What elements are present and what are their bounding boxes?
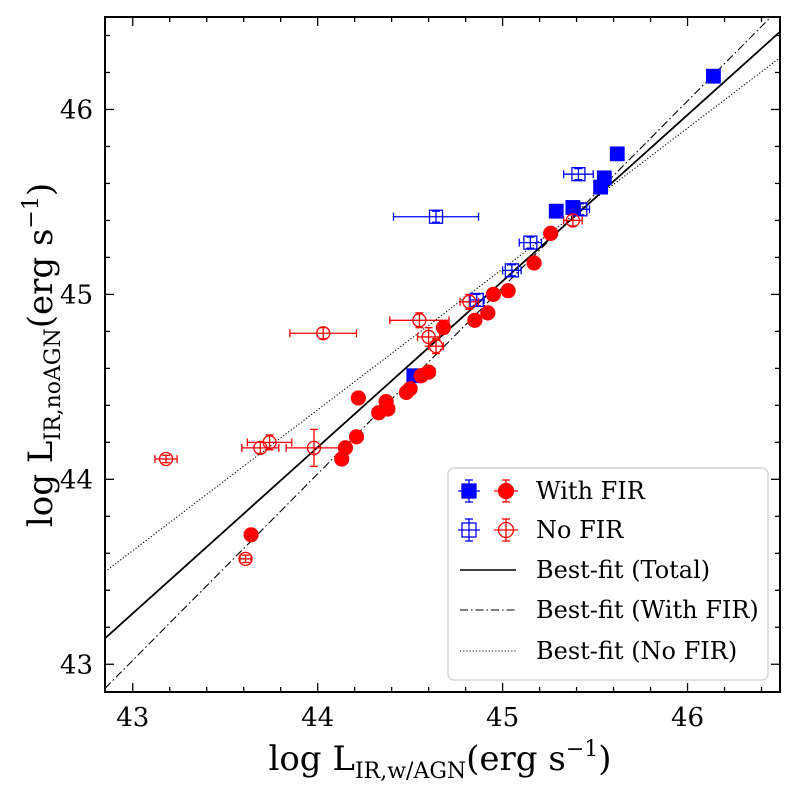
data-point-square-open: [504, 263, 519, 278]
error-bar: [285, 428, 343, 468]
legend-square-open-icon: [458, 518, 480, 542]
legend-label-best-fit-with-fir: Best-fit (With FIR): [536, 596, 759, 624]
legend-item-no-fir: No FIR: [458, 516, 624, 544]
data-point-square-open: [469, 292, 484, 308]
data-point-circle-open: [565, 213, 581, 228]
data-point-square-filled: [593, 179, 609, 195]
data-point-square-filled: [706, 68, 721, 84]
legend-square-filled-icon: [458, 479, 480, 503]
x-tick-label: 44: [301, 703, 334, 733]
y-tick-label: 46: [60, 95, 93, 125]
y-axis-title-sub: IR,noAGN: [41, 328, 66, 440]
x-axis-title-sub: IR,w/AGN: [355, 759, 466, 784]
legend-box: [447, 467, 769, 681]
x-axis-title-main: log L: [268, 739, 355, 779]
data-point-circle-open: [421, 329, 436, 345]
x-tick-label: 45: [486, 703, 519, 733]
legend-label-best-fit-total: Best-fit (Total): [536, 556, 710, 584]
data-point-square-open: [523, 235, 538, 250]
x-axis-title-exp: −1: [566, 737, 598, 762]
y-tick-label: 44: [60, 465, 93, 495]
data-point-circle-filled: [371, 405, 387, 421]
legend-item-best-fit-no-fir: Best-fit (No FIR): [460, 637, 737, 665]
data-point-circle-filled: [485, 286, 501, 302]
data-point-circle-filled: [350, 390, 366, 406]
legend-item-best-fit-total: Best-fit (Total): [460, 556, 710, 584]
y-axis-title: log LIR,noAGN(erg s−1): [19, 183, 66, 527]
error-bar: [427, 338, 445, 355]
data-markers: [158, 68, 721, 566]
data-point-circle-filled: [334, 451, 350, 467]
data-point-circle-filled: [467, 312, 483, 328]
y-axis-title-exp: −1: [19, 196, 44, 228]
y-tick-label: 43: [60, 650, 93, 680]
data-point-circle-open: [306, 440, 322, 456]
data-point-square-open: [571, 167, 586, 182]
data-point-square-open: [573, 202, 588, 217]
y-axis-title-close: ): [21, 183, 61, 196]
fit-line-dotted: [105, 57, 780, 573]
data-point-circle-filled: [500, 283, 516, 299]
x-axis-title-unit: (erg s: [466, 739, 566, 779]
data-point-circle-filled: [243, 527, 259, 543]
x-axis-title-close: ): [598, 739, 611, 779]
data-point-square-filled: [548, 203, 564, 219]
legend-label-no-fir: No FIR: [536, 516, 624, 544]
error-bar: [518, 236, 543, 249]
legend-circle-filled-icon: [494, 479, 518, 503]
tick-labels: 43 44 45 46 43 44 45 46: [60, 95, 704, 733]
data-point-circle-filled: [480, 305, 496, 321]
data-point-circle-filled: [435, 320, 452, 336]
legend-item-best-fit-with-fir: Best-fit (With FIR): [460, 596, 759, 624]
data-point-square-filled: [609, 146, 625, 162]
x-tick-label: 43: [116, 703, 149, 733]
y-tick-label: 45: [60, 280, 93, 310]
fit-line-dashdot: [105, 17, 772, 689]
legend-label-best-fit-no-fir: Best-fit (No FIR): [536, 637, 737, 665]
data-point-circle-filled: [543, 225, 559, 241]
legend-item-with-fir: With FIR: [458, 477, 646, 505]
data-point-circle-open: [316, 326, 331, 341]
data-point-circle-open: [253, 440, 268, 456]
y-axis-title-unit: (erg s: [21, 229, 61, 329]
data-point-circle-open: [412, 313, 427, 328]
error-bar: [289, 327, 358, 340]
legend: With FIR No FIR Best-fit (Total): [447, 467, 769, 681]
data-point-circle-open: [428, 339, 444, 354]
error-bar: [154, 454, 178, 464]
error-bar: [392, 210, 480, 223]
x-axis-title: log LIR,w/AGN(erg s−1): [268, 737, 611, 784]
y-axis-title-main: log L: [21, 441, 61, 528]
data-point-circle-open: [158, 451, 174, 467]
error-bar: [562, 167, 594, 181]
data-point-square-open: [428, 209, 444, 224]
data-point-circle-open: [238, 551, 253, 566]
plot-frame: [104, 16, 781, 693]
data-point-circle-filled: [413, 368, 429, 384]
legend-circle-open-icon: [494, 518, 518, 542]
data-point-circle-filled: [398, 384, 415, 401]
data-point-circle-filled: [526, 255, 542, 271]
x-tick-label: 46: [671, 703, 704, 733]
data-point-circle-filled: [348, 429, 365, 445]
legend-label-with-fir: With FIR: [536, 477, 646, 505]
data-point-circle-open: [462, 294, 477, 309]
